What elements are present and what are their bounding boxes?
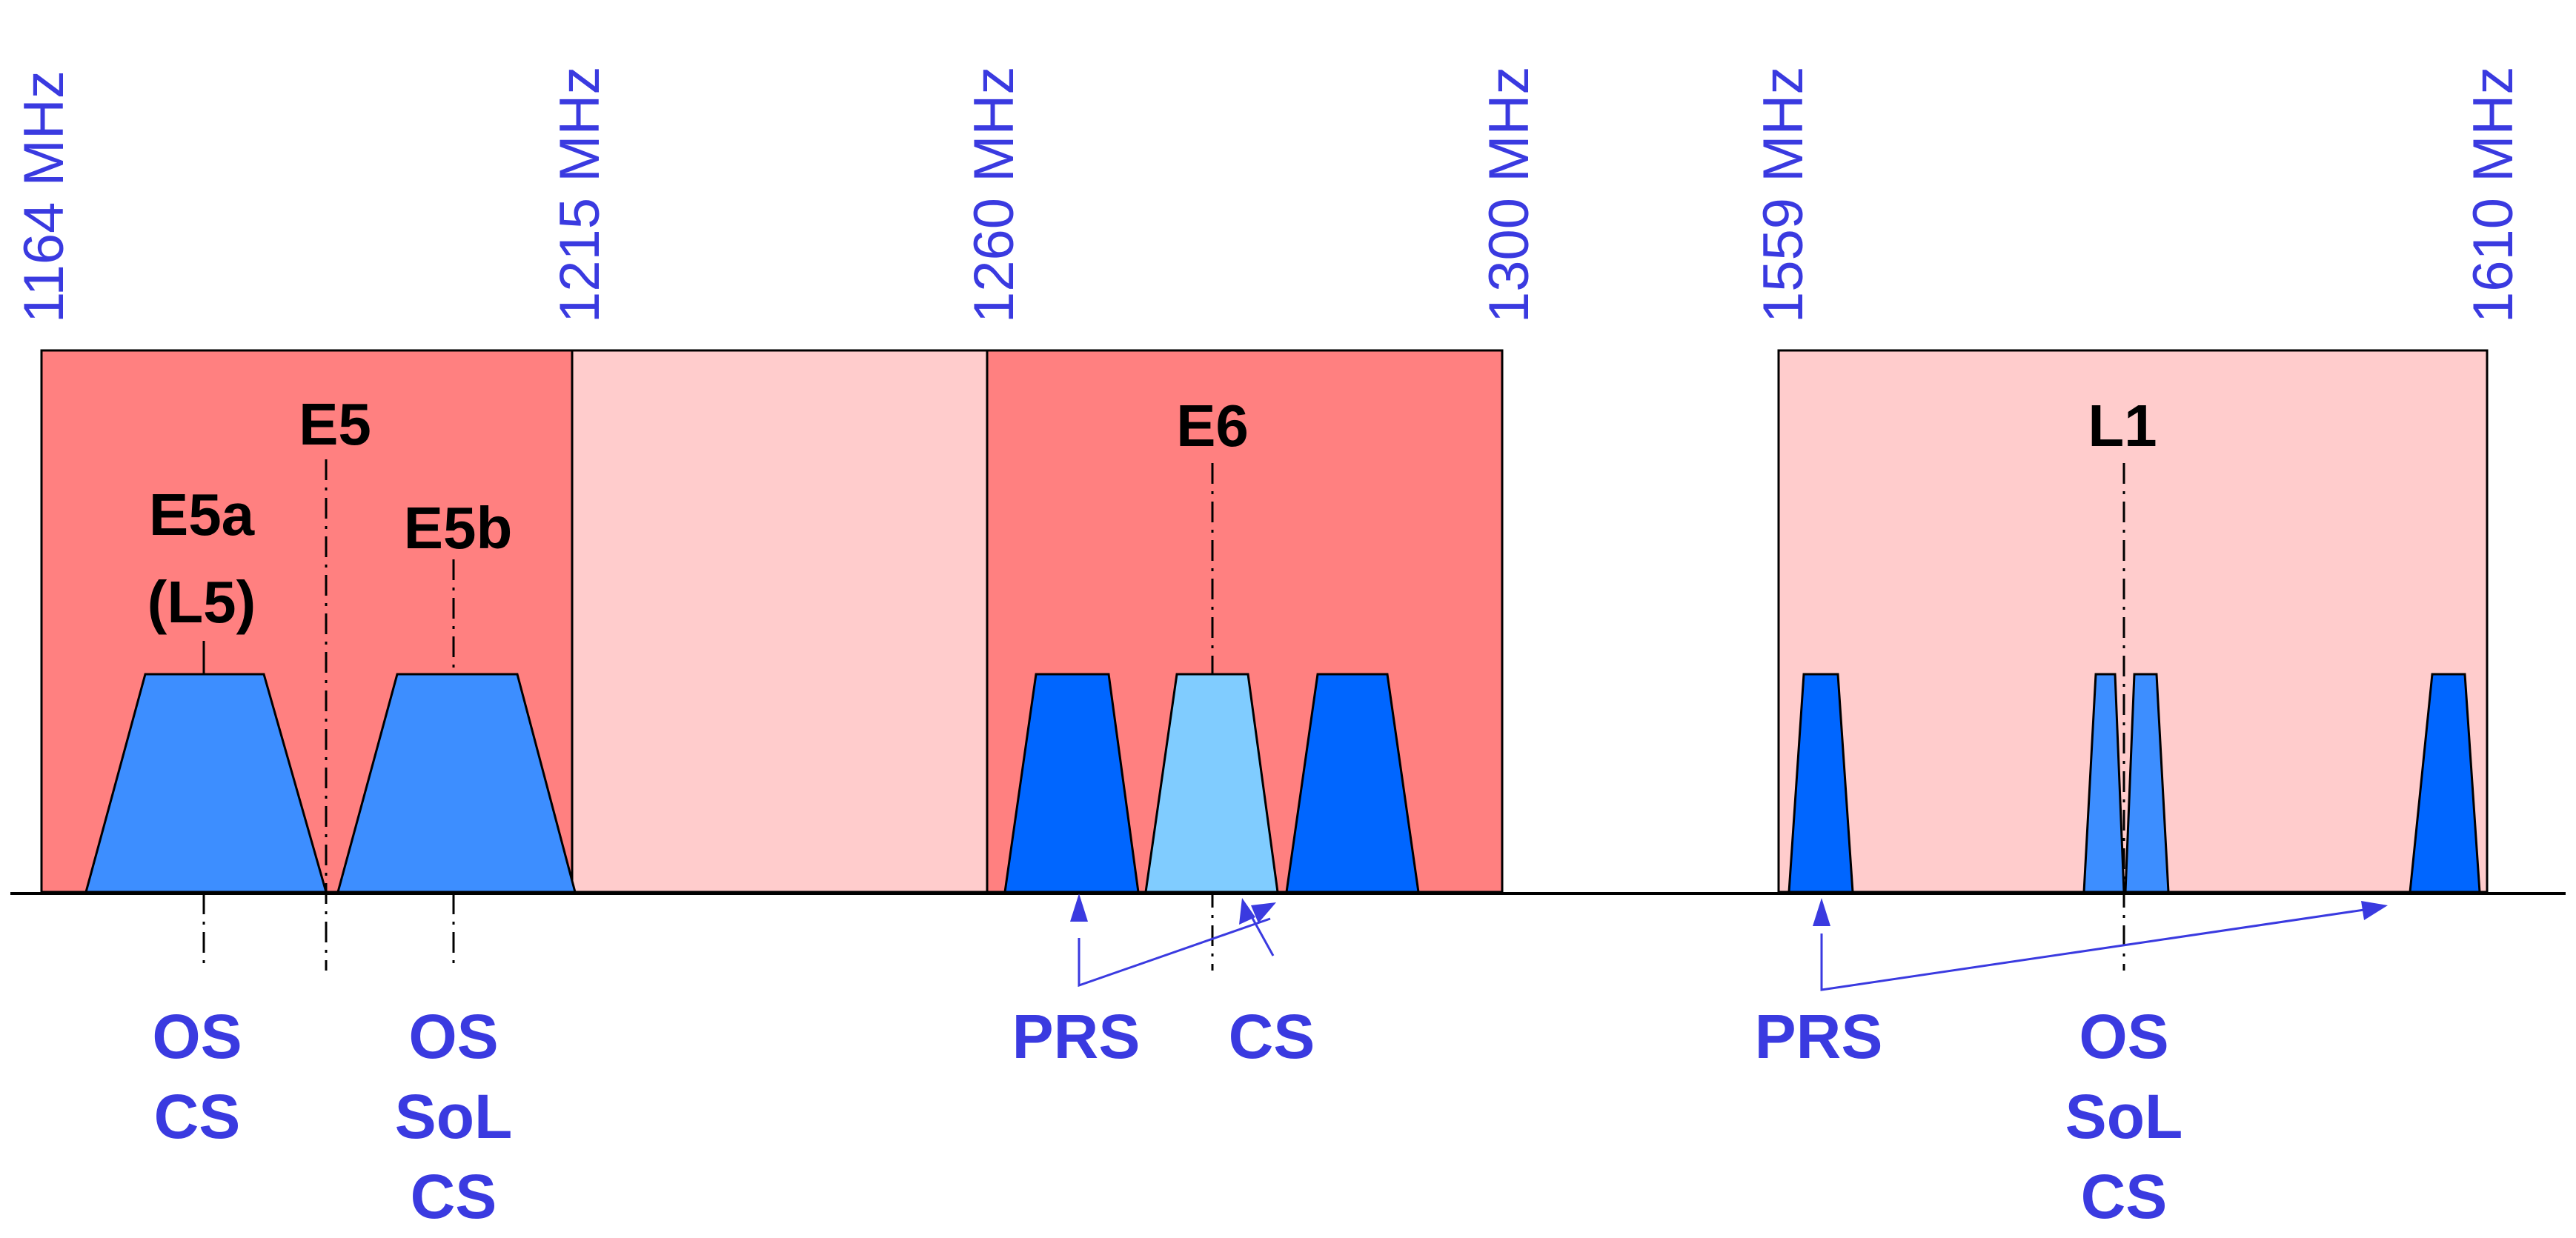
service-l1-sol: SoL <box>2065 1082 2183 1151</box>
band-label-e5: E5 <box>299 391 371 457</box>
l1-prs-arrowhead-right <box>2361 901 2388 920</box>
band-label-l1: L1 <box>2088 393 2157 459</box>
service-e5a-os: OS <box>152 1002 242 1071</box>
e6-prs-arrows <box>1078 917 1271 988</box>
freq-label-1610: 1610 MHz <box>2462 67 2525 323</box>
signal-e5b <box>336 673 577 893</box>
e6-cs-arrowhead <box>1239 898 1255 925</box>
signal-l1-prs-left <box>1787 673 1854 893</box>
l1-prs-arrows <box>1820 908 2365 991</box>
signal-l1-prs-right <box>2409 673 2481 893</box>
signal-l1-os-left <box>2082 673 2125 893</box>
band-label-e6: E6 <box>1176 393 1249 459</box>
service-e5b-sol: SoL <box>395 1082 513 1151</box>
band-l1-background <box>1777 349 2489 893</box>
band-label-e5b: E5b <box>404 495 513 561</box>
e6-cs-pointer <box>1248 912 1275 956</box>
service-l1-cs: CS <box>2081 1162 2168 1231</box>
service-e5b-cs: CS <box>411 1162 497 1231</box>
signal-e6-prs-right <box>1285 673 1420 893</box>
freq-label-1164: 1164 MHz <box>13 70 76 323</box>
e6-prs-arrowhead-right <box>1251 902 1276 923</box>
e6-prs-arrowhead-up <box>1070 893 1088 922</box>
service-e5b-os: OS <box>408 1002 498 1071</box>
service-l1-os: OS <box>2079 1002 2168 1071</box>
l1-prs-arrowhead-up <box>1813 898 1830 926</box>
freq-label-1215: 1215 MHz <box>548 67 611 323</box>
signal-l1-os-right <box>2124 673 2170 893</box>
band-label-e5a: E5a <box>149 482 255 548</box>
service-e5a-cs: CS <box>154 1082 241 1151</box>
freq-label-1300: 1300 MHz <box>1478 67 1541 323</box>
signal-e6-prs-left <box>1003 673 1140 893</box>
signal-e5a <box>84 673 328 893</box>
band-gap-background <box>571 349 989 893</box>
band-label-l5: (L5) <box>147 569 256 635</box>
freq-label-1260: 1260 MHz <box>963 67 1026 323</box>
service-e6-cs: CS <box>1229 1002 1315 1071</box>
service-l1-prs: PRS <box>1755 1002 1883 1071</box>
signal-e6-cs <box>1144 673 1279 893</box>
freq-label-1559: 1559 MHz <box>1752 67 1815 323</box>
service-e6-prs: PRS <box>1012 1002 1141 1071</box>
